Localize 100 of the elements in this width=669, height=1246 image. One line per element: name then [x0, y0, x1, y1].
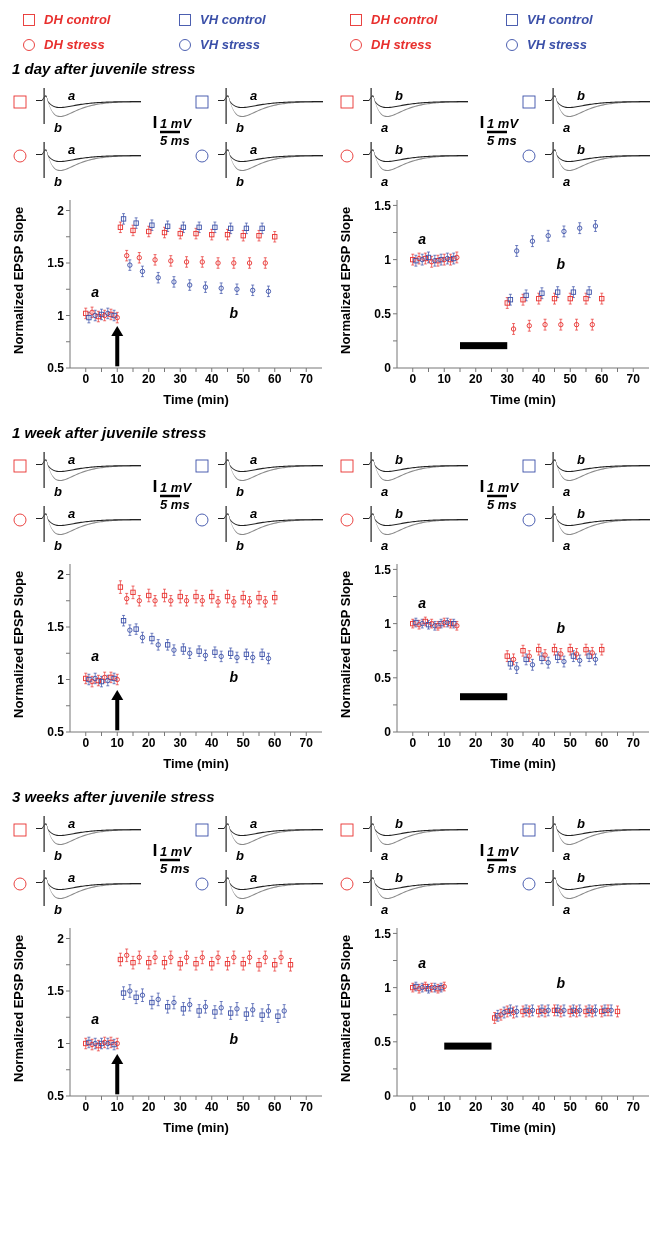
y-tick-label: 0.5 [47, 1089, 65, 1104]
point [256, 594, 262, 601]
text: b [395, 816, 403, 831]
text: a [250, 870, 258, 885]
text: a [68, 142, 76, 157]
text: b [577, 88, 585, 103]
x-tick-label: 10 [437, 735, 452, 750]
text: 1 mV [487, 844, 520, 859]
x-tick-label: 50 [236, 1099, 251, 1114]
point [240, 594, 246, 601]
text: a [563, 902, 571, 917]
y-tick-label: 1 [57, 1036, 65, 1051]
y-tick-label: 1.5 [47, 620, 65, 635]
y-tick-label: 0.5 [47, 361, 65, 376]
x-tick-label: 50 [236, 371, 251, 386]
annotation: a [418, 230, 427, 247]
text: a [563, 538, 571, 553]
x-tick-label: 20 [142, 735, 156, 750]
x-tick-label: 60 [595, 371, 609, 386]
text: 1 mV [160, 480, 193, 495]
text: a [381, 120, 389, 135]
legend-label: VH control [527, 12, 593, 27]
text: a [250, 88, 258, 103]
x-tick-label: 30 [173, 735, 188, 750]
legend-label: VH stress [527, 37, 587, 52]
x-axis-title: Time (min) [490, 392, 556, 407]
point [275, 1013, 281, 1019]
text: 1 mV [487, 480, 520, 495]
annotation: a [418, 955, 427, 972]
text: 5 ms [487, 861, 517, 876]
text: b [395, 452, 403, 467]
text: b [54, 174, 62, 189]
y-tick-label: 1.5 [47, 984, 65, 999]
annotation: b [556, 255, 566, 272]
x-tick-label: 40 [532, 735, 546, 750]
y-tick-label: 1.5 [374, 198, 392, 213]
text: a [381, 538, 389, 553]
y-axis-title: Normalized EPSP Slope [337, 206, 353, 354]
x-tick-label: 60 [268, 735, 282, 750]
x-tick-label: 20 [469, 1099, 483, 1114]
y-tick-label: 0 [384, 725, 392, 740]
y-tick-label: 1.5 [374, 926, 392, 941]
text: a [381, 902, 389, 917]
y-tick-label: 0.5 [374, 671, 392, 686]
x-tick-label: 40 [205, 1099, 219, 1114]
x-tick-label: 40 [205, 735, 219, 750]
y-tick-label: 1 [57, 308, 65, 323]
text: b [54, 848, 62, 863]
text: a [381, 484, 389, 499]
legend-label: DH control [371, 12, 438, 27]
text: a [563, 174, 571, 189]
y-axis-title: Normalized EPSP Slope [10, 206, 26, 354]
annotation: a [418, 594, 427, 611]
x-axis-title: Time (min) [163, 1120, 229, 1135]
point [161, 960, 168, 966]
text: b [236, 484, 244, 499]
x-tick-label: 50 [563, 1099, 578, 1114]
point [507, 661, 514, 667]
x-tick-label: 10 [110, 735, 125, 750]
x-tick-label: 60 [595, 735, 609, 750]
text: 1 mV [160, 844, 193, 859]
x-tick-label: 40 [205, 371, 219, 386]
x-tick-label: 70 [299, 1099, 314, 1114]
point [209, 961, 215, 967]
text: b [54, 902, 62, 917]
point [243, 1011, 250, 1017]
text: 5 ms [160, 861, 190, 876]
y-tick-label: 0 [384, 361, 392, 376]
y-tick-label: 1.5 [374, 562, 392, 577]
point [133, 994, 139, 1000]
x-tick-label: 20 [469, 371, 483, 386]
x-tick-label: 20 [142, 1099, 156, 1114]
y-tick-label: 0.5 [374, 307, 392, 322]
chart-title: 3 weeks after juvenile stress [11, 788, 216, 807]
annotation: b [556, 619, 566, 636]
x-tick-label: 30 [500, 735, 515, 750]
point [256, 962, 262, 968]
text: a [250, 506, 258, 521]
text: a [250, 142, 258, 157]
point [130, 960, 136, 966]
annotation: b [229, 668, 239, 685]
x-tick-label: 60 [268, 1099, 282, 1114]
y-axis-title: Normalized EPSP Slope [337, 934, 353, 1082]
x-tick-label: 70 [626, 735, 641, 750]
text: b [395, 88, 403, 103]
text: a [563, 484, 571, 499]
x-tick-label: 40 [532, 371, 546, 386]
text: b [236, 120, 244, 135]
text: 5 ms [487, 133, 517, 148]
text: 1 mV [487, 116, 520, 131]
x-tick-label: 0 [409, 1099, 417, 1114]
point [146, 592, 152, 599]
y-tick-label: 2 [57, 931, 65, 946]
text: a [68, 870, 76, 885]
x-tick-label: 20 [469, 735, 483, 750]
chart-title: 1 day after juvenile stress [11, 60, 197, 79]
x-tick-label: 50 [563, 371, 578, 386]
point [224, 961, 231, 967]
y-tick-label: 1 [384, 252, 392, 267]
point [259, 1012, 265, 1018]
